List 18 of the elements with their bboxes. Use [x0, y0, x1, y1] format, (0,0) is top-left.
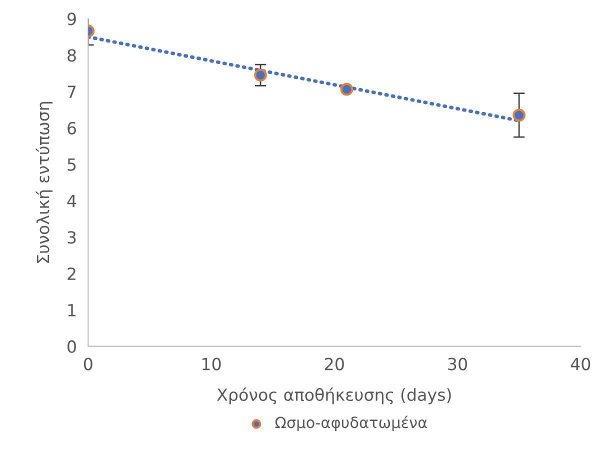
- x-axis-title: Χρόνος αποθήκευσης (days): [217, 387, 451, 404]
- y-tick-label: 1: [68, 304, 76, 316]
- legend-label: Ωσμο-αφυδατωμένα: [275, 416, 427, 432]
- x-tick-label: 0: [84, 358, 92, 370]
- x-tick-label: 20: [325, 358, 344, 370]
- y-tick-label: 8: [68, 49, 76, 62]
- x-tick-label: 40: [570, 358, 590, 370]
- x-tick-label: 30: [448, 358, 468, 370]
- y-tick-label: 3: [68, 231, 76, 244]
- y-tick-label: 7: [68, 86, 76, 98]
- y-axis-title: Συνολική εντύπωση: [36, 102, 53, 263]
- y-tick-label: 9: [67, 12, 76, 26]
- x-tick-label: 10: [202, 358, 221, 370]
- y-tick-label: 2: [68, 267, 76, 280]
- y-tick-label: 5: [68, 158, 76, 171]
- y-tick-label: 0: [68, 340, 76, 353]
- y-tick-label: 6: [68, 122, 76, 134]
- y-tick-label: 4: [67, 194, 76, 208]
